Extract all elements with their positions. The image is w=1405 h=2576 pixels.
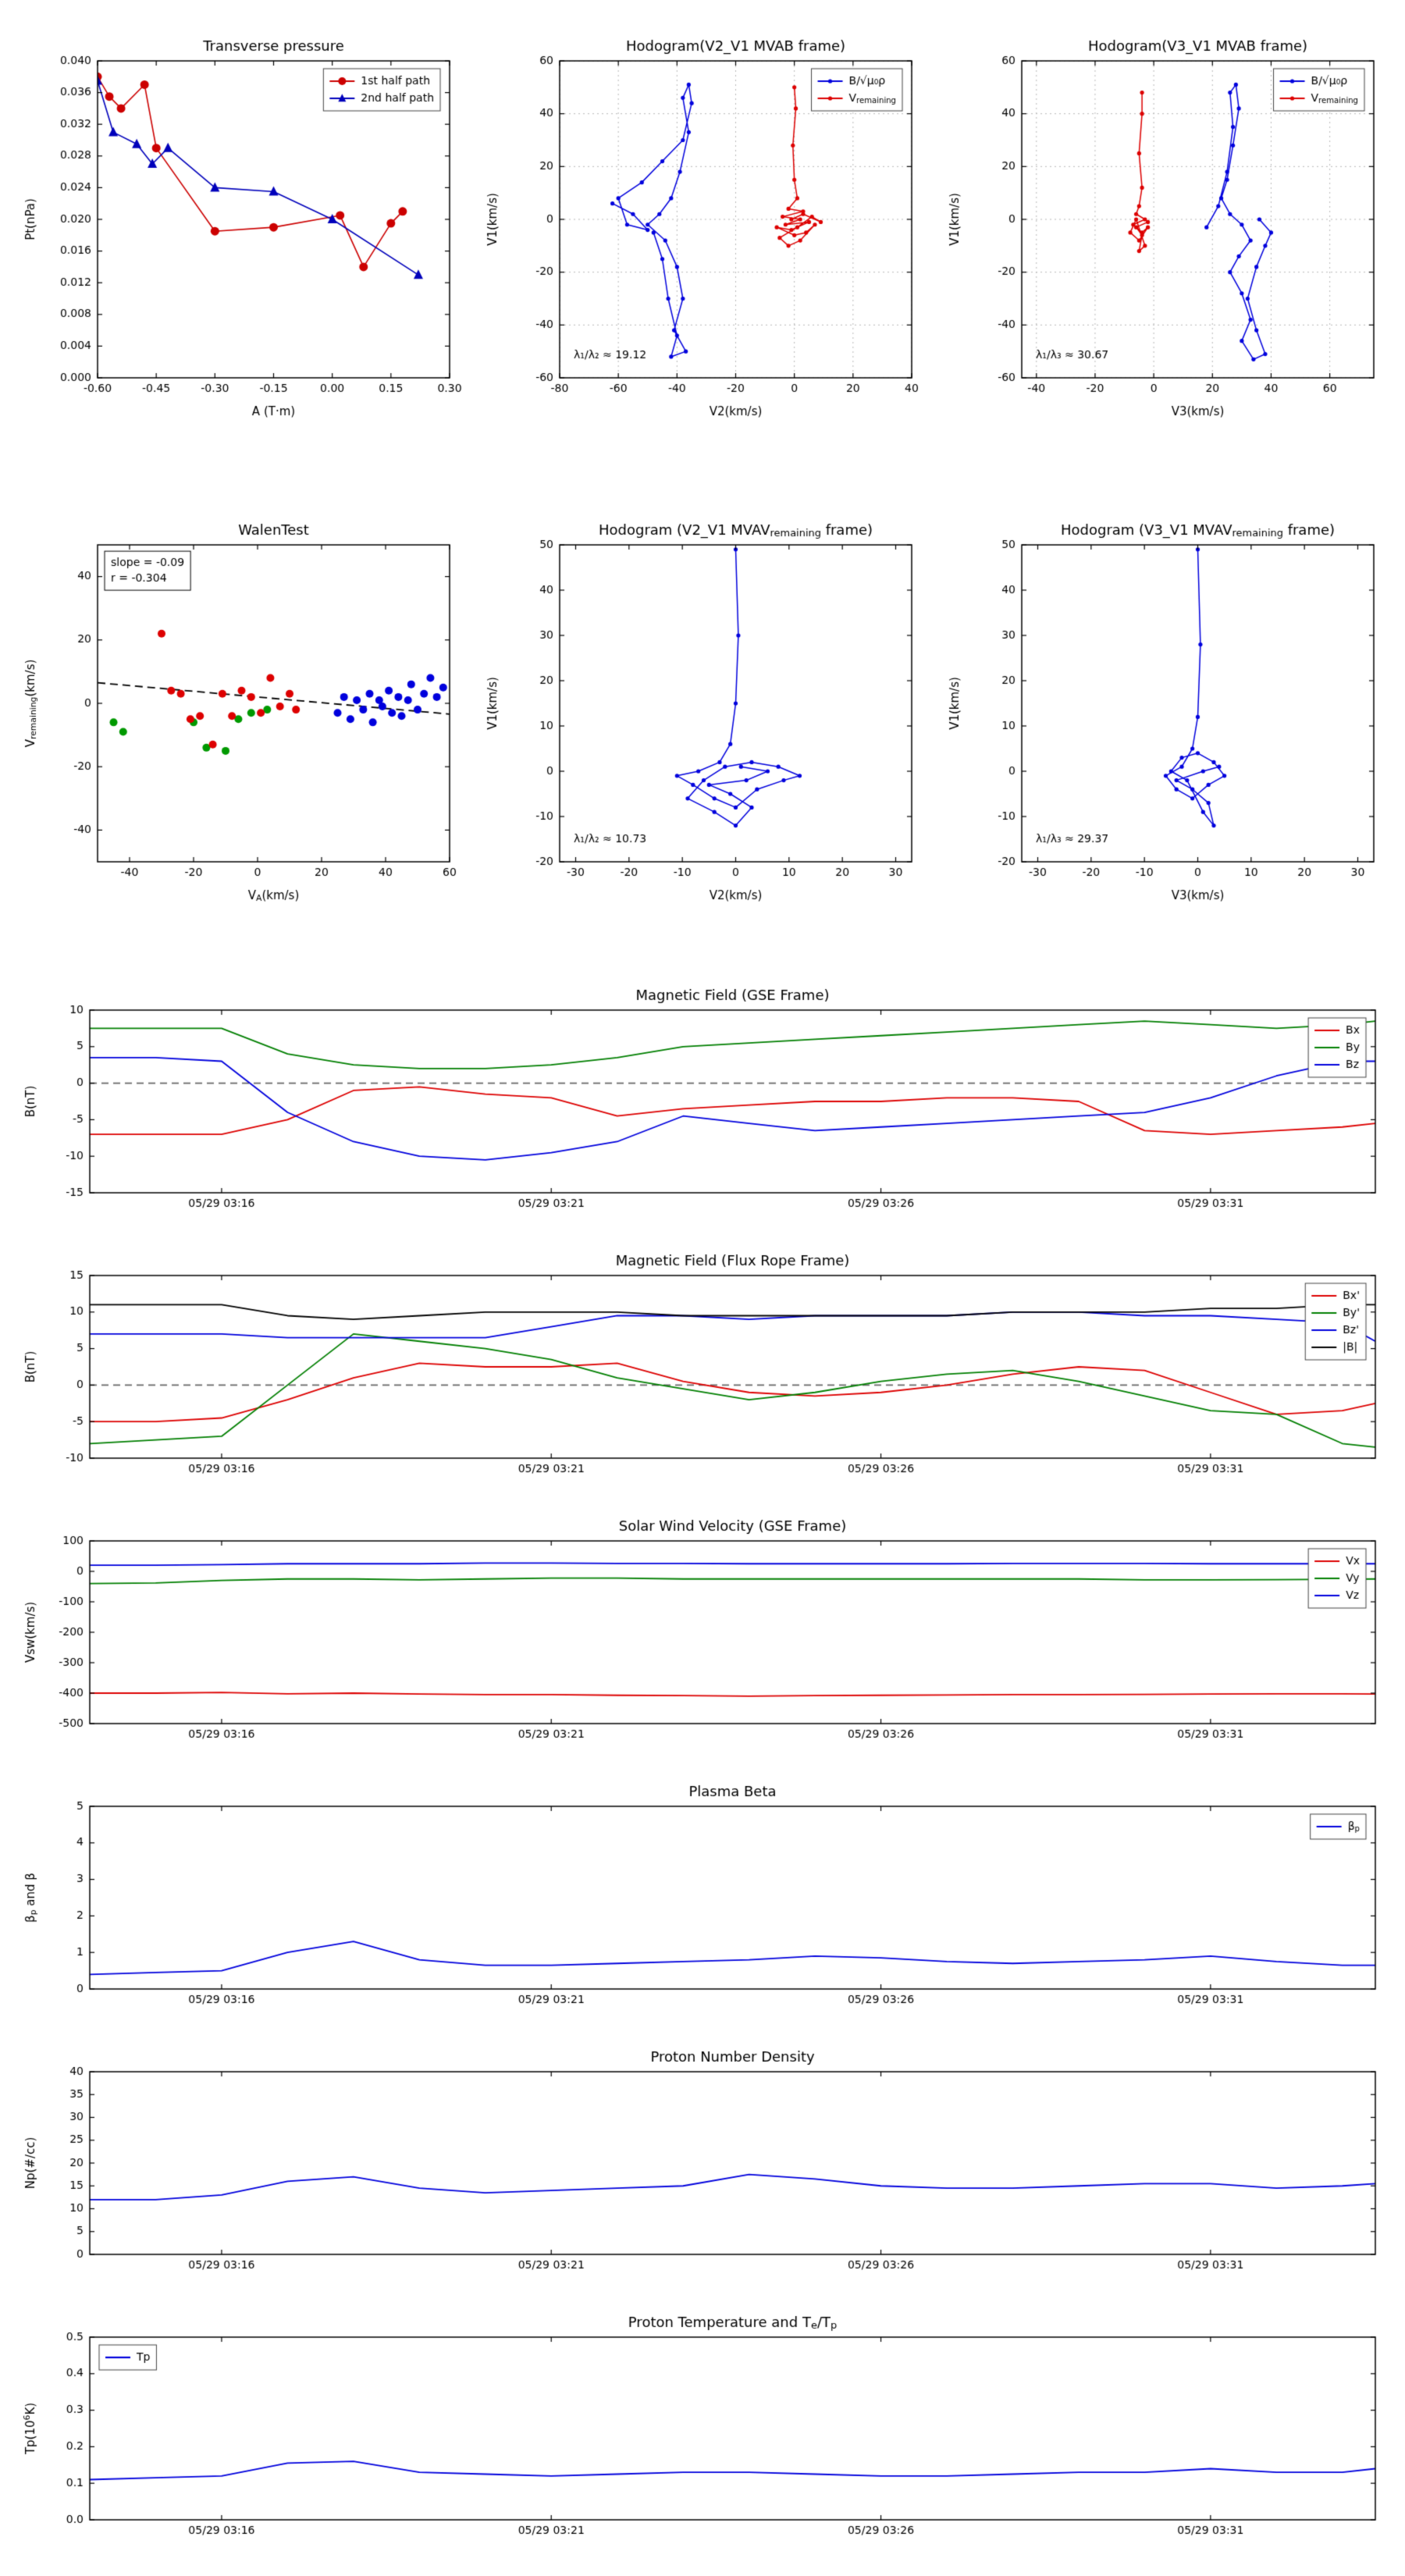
magnetic-field-fluxrope-canvas [16, 1241, 1389, 1499]
solar-wind-velocity-canvas [16, 1507, 1389, 1764]
transverse-pressure-canvas [16, 23, 462, 437]
proton-number-density-canvas [16, 2037, 1389, 2295]
panel-solar-wind-velocity [16, 1507, 1389, 1764]
panel-walen-test [16, 507, 462, 921]
panel-proton-temperature [16, 2303, 1389, 2560]
panel-hodogram-v2v1-mvab [478, 23, 924, 437]
panel-hodogram-v3v1-mvav [940, 507, 1386, 921]
hodogram-v2v1-mvab-canvas [478, 23, 924, 437]
plasma-beta-canvas [16, 1772, 1389, 2030]
hodogram-v2v1-mvav-canvas [478, 507, 924, 921]
magnetic-field-gse-canvas [16, 976, 1389, 1233]
panel-proton-number-density [16, 2037, 1389, 2295]
panel-magnetic-field-gse [16, 976, 1389, 1233]
panel-hodogram-v2v1-mvav [478, 507, 924, 921]
proton-temperature-canvas [16, 2303, 1389, 2560]
panel-transverse-pressure [16, 23, 462, 437]
walen-test-canvas [16, 507, 462, 921]
hodogram-v3v1-mvav-canvas [940, 507, 1386, 921]
panel-magnetic-field-fluxrope [16, 1241, 1389, 1499]
panel-plasma-beta [16, 1772, 1389, 2030]
hodogram-v3v1-mvab-canvas [940, 23, 1386, 437]
panel-hodogram-v3v1-mvab [940, 23, 1386, 437]
